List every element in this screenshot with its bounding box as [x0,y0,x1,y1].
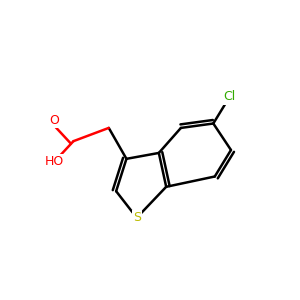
Text: Cl: Cl [224,91,236,103]
Text: S: S [133,211,141,224]
Text: HO: HO [45,155,64,168]
Text: O: O [50,114,59,127]
